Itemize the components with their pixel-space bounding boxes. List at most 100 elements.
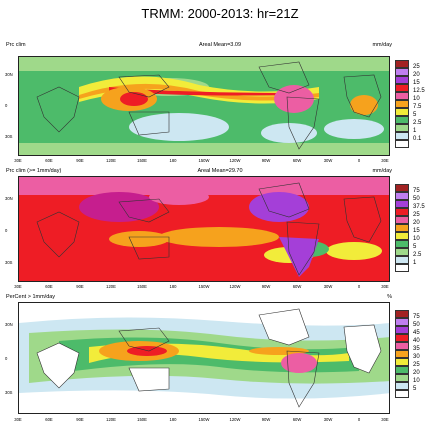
colorbar-label: 12.5 bbox=[413, 88, 425, 94]
map-percent-ge-1 bbox=[18, 302, 390, 414]
rain-region bbox=[274, 85, 314, 113]
coastline bbox=[343, 74, 382, 118]
coastline bbox=[258, 182, 310, 218]
lon-label: 120W bbox=[229, 417, 241, 422]
intense-zone bbox=[79, 192, 159, 222]
colorbar-label: 5 bbox=[413, 386, 417, 392]
coastline bbox=[343, 324, 382, 374]
field-region bbox=[249, 347, 309, 355]
light-zone bbox=[109, 231, 169, 247]
colorbar-label: 10 bbox=[413, 96, 420, 102]
coastline bbox=[128, 367, 170, 392]
light-zone bbox=[326, 242, 382, 260]
colorbar-label: 75 bbox=[413, 314, 420, 320]
lon-label: 60E bbox=[45, 417, 53, 422]
lon-label: 120W bbox=[229, 158, 241, 163]
lat-label: 30N bbox=[5, 72, 13, 77]
dry-zone bbox=[129, 113, 229, 141]
lon-label: 30E bbox=[381, 284, 389, 289]
dry-zone bbox=[261, 123, 317, 143]
coastline bbox=[36, 86, 80, 133]
lon-label: 0 bbox=[357, 284, 361, 289]
lon-label: 120E bbox=[106, 284, 116, 289]
lat-label: 30S bbox=[5, 134, 13, 139]
lon-label: 60W bbox=[292, 284, 302, 289]
lon-label: 90W bbox=[261, 417, 271, 422]
lon-label: 90E bbox=[76, 158, 84, 163]
panel-left-title: Prc clim (>= 1mm/day) bbox=[6, 168, 62, 174]
lon-label: 30W bbox=[323, 158, 333, 163]
colorbar-label: 5 bbox=[413, 244, 417, 250]
lat-label: 30S bbox=[5, 260, 13, 265]
lon-label: 90W bbox=[261, 158, 271, 163]
lon-label: 30W bbox=[323, 417, 333, 422]
colorbar-swatch bbox=[395, 100, 409, 108]
field-band bbox=[19, 143, 389, 155]
colorbar-label: 1 bbox=[413, 260, 417, 266]
panel-prc-clim-ge-1: Prc clim (>= 1mm/day) Areal Mean=29.70 m… bbox=[0, 168, 440, 292]
lon-label: 0 bbox=[357, 158, 361, 163]
colorbar-swatch bbox=[395, 366, 409, 374]
colorbar-swatch bbox=[395, 342, 409, 350]
lon-label: 150E bbox=[137, 284, 147, 289]
colorbar-swatch bbox=[395, 192, 409, 200]
lon-label: 90W bbox=[261, 284, 271, 289]
colorbar-label: 50 bbox=[413, 322, 420, 328]
lon-label: 30E bbox=[381, 417, 389, 422]
colorbar-label: 1 bbox=[413, 128, 417, 134]
coastline bbox=[286, 96, 320, 150]
figure-title: TRMM: 2000-2013: hr=21Z bbox=[141, 6, 299, 21]
colorbar-swatch bbox=[395, 240, 409, 248]
colorbar-swatch bbox=[395, 264, 409, 272]
lon-label: 30E bbox=[14, 158, 22, 163]
lon-label: 90E bbox=[76, 284, 84, 289]
lon-label: 180 bbox=[169, 284, 177, 289]
lon-label: 120W bbox=[229, 284, 241, 289]
colorbar-swatch bbox=[395, 224, 409, 232]
lon-label: 60E bbox=[45, 158, 53, 163]
colorbar-label: 45 bbox=[413, 330, 420, 336]
dry-zone bbox=[324, 119, 384, 139]
lat-label: 0 bbox=[5, 228, 8, 233]
coastline bbox=[286, 350, 320, 408]
coastline bbox=[118, 327, 170, 352]
colorbar-label: 7.5 bbox=[413, 104, 422, 110]
colorbar-label: 20 bbox=[413, 370, 420, 376]
colorbar-label: 25 bbox=[413, 212, 420, 218]
colorbar-label: 25 bbox=[413, 362, 420, 368]
lon-label: 60W bbox=[292, 417, 302, 422]
map-graphic bbox=[19, 303, 389, 413]
colorbar-swatch bbox=[395, 382, 409, 390]
intense-zone bbox=[279, 237, 319, 277]
intense-zone bbox=[249, 192, 309, 222]
colorbar-swatch bbox=[395, 326, 409, 334]
colorbar-label: 75 bbox=[413, 188, 420, 194]
coastline bbox=[286, 221, 320, 276]
lat-label: 0 bbox=[5, 103, 8, 108]
colorbar-swatch bbox=[395, 256, 409, 264]
panel-units: % bbox=[387, 294, 392, 300]
lon-label: 120E bbox=[106, 417, 116, 422]
rain-region bbox=[350, 95, 378, 115]
coastline bbox=[258, 308, 310, 346]
coastline bbox=[343, 196, 382, 243]
colorbar-swatch bbox=[395, 216, 409, 224]
map-graphic bbox=[19, 57, 389, 155]
colorbar-swatch bbox=[395, 390, 409, 398]
intense-zone bbox=[149, 189, 209, 205]
field-region bbox=[127, 346, 167, 356]
field-band bbox=[19, 177, 389, 195]
lon-label: 150W bbox=[198, 158, 210, 163]
colorbar-swatch bbox=[395, 76, 409, 84]
colorbar-label: 5 bbox=[413, 112, 417, 118]
coastline bbox=[258, 61, 310, 94]
colorbar-swatch bbox=[395, 124, 409, 132]
colorbar-swatch bbox=[395, 248, 409, 256]
panel-prc-clim: Prc clim Areal Mean=3.09 mm/day 30N bbox=[0, 42, 440, 166]
field-background bbox=[19, 57, 389, 155]
lon-label: 90E bbox=[76, 417, 84, 422]
coastline bbox=[128, 111, 170, 136]
lon-label: 180 bbox=[169, 417, 177, 422]
map-prc-clim bbox=[18, 56, 390, 156]
rain-region bbox=[120, 92, 148, 106]
